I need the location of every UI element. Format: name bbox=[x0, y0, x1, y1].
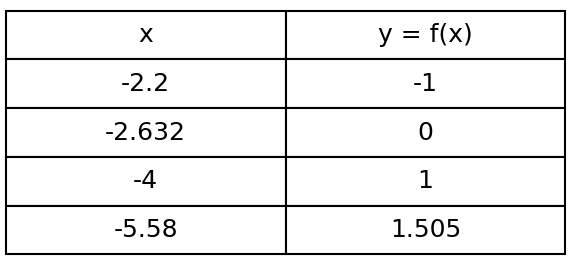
Text: x: x bbox=[138, 23, 153, 47]
Text: -5.58: -5.58 bbox=[113, 218, 178, 242]
Text: -2.632: -2.632 bbox=[105, 121, 186, 144]
Text: 0: 0 bbox=[417, 121, 433, 144]
Bar bbox=[6, 11, 286, 59]
Text: -4: -4 bbox=[133, 169, 158, 193]
Text: -1: -1 bbox=[413, 72, 438, 96]
Text: y = f(x): y = f(x) bbox=[378, 23, 473, 47]
Bar bbox=[6, 108, 286, 157]
Bar bbox=[286, 206, 565, 254]
Text: -2.2: -2.2 bbox=[121, 72, 170, 96]
Text: 1: 1 bbox=[417, 169, 433, 193]
Bar bbox=[6, 206, 286, 254]
Bar bbox=[286, 157, 565, 206]
Bar bbox=[6, 157, 286, 206]
Bar bbox=[286, 108, 565, 157]
Bar bbox=[286, 59, 565, 108]
Bar bbox=[6, 59, 286, 108]
Bar bbox=[286, 11, 565, 59]
Text: 1.505: 1.505 bbox=[390, 218, 461, 242]
